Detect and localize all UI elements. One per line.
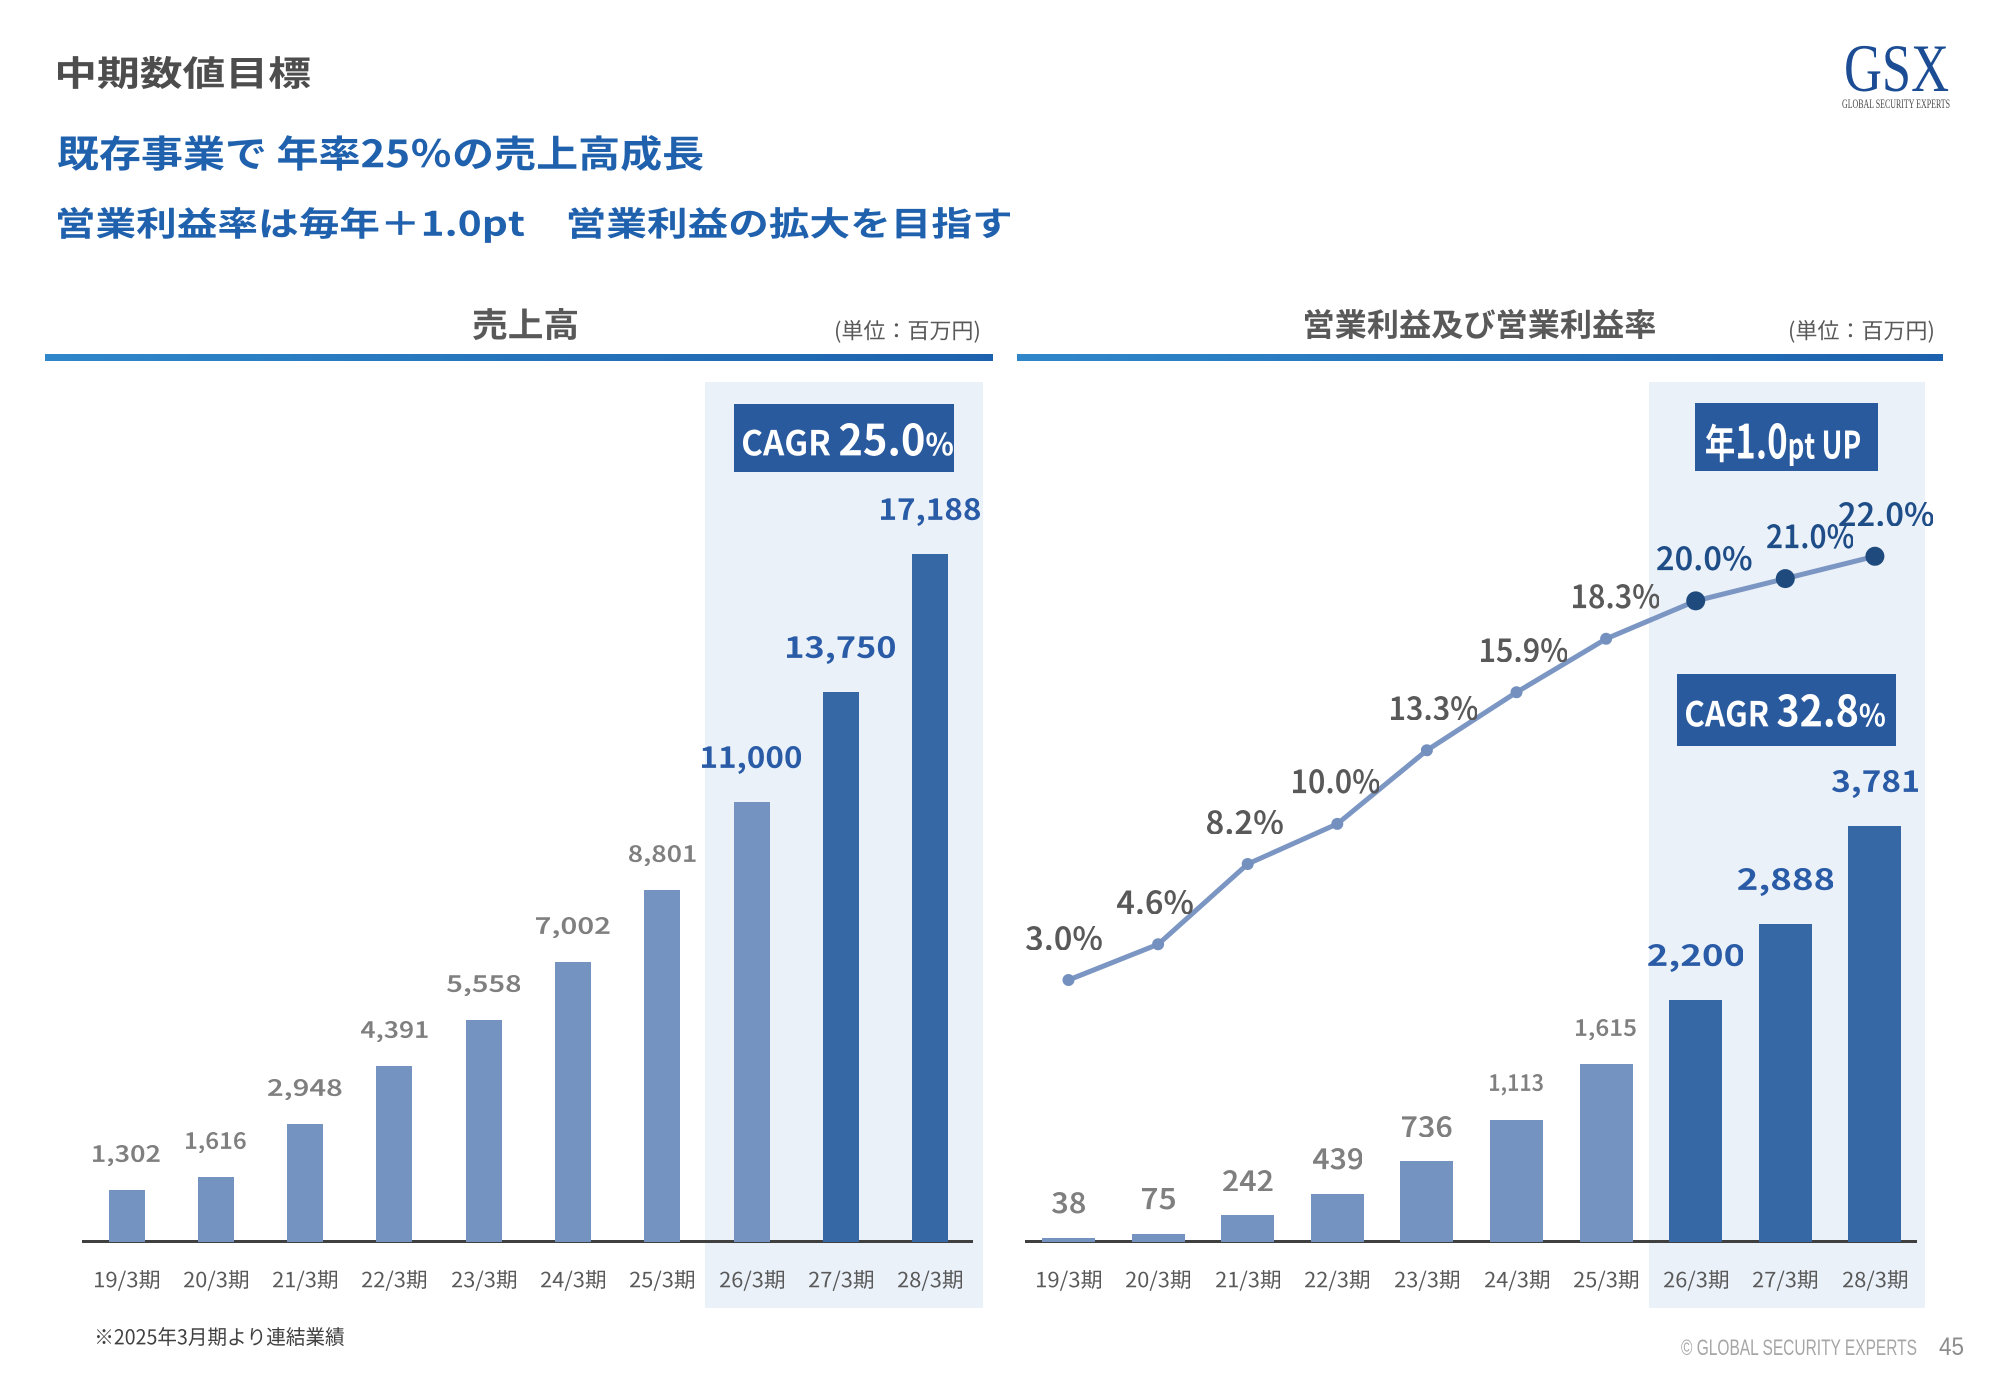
svg-text:© GLOBAL SECURITY EXPERTS: © GLOBAL SECURITY EXPERTS [1681,1335,1917,1360]
svg-text:45: 45 [1939,1333,1964,1361]
svg-text:GSX: GSX [1844,30,1949,106]
svg-text:GLOBAL SECURITY EXPERTS: GLOBAL SECURITY EXPERTS [1842,96,1950,111]
